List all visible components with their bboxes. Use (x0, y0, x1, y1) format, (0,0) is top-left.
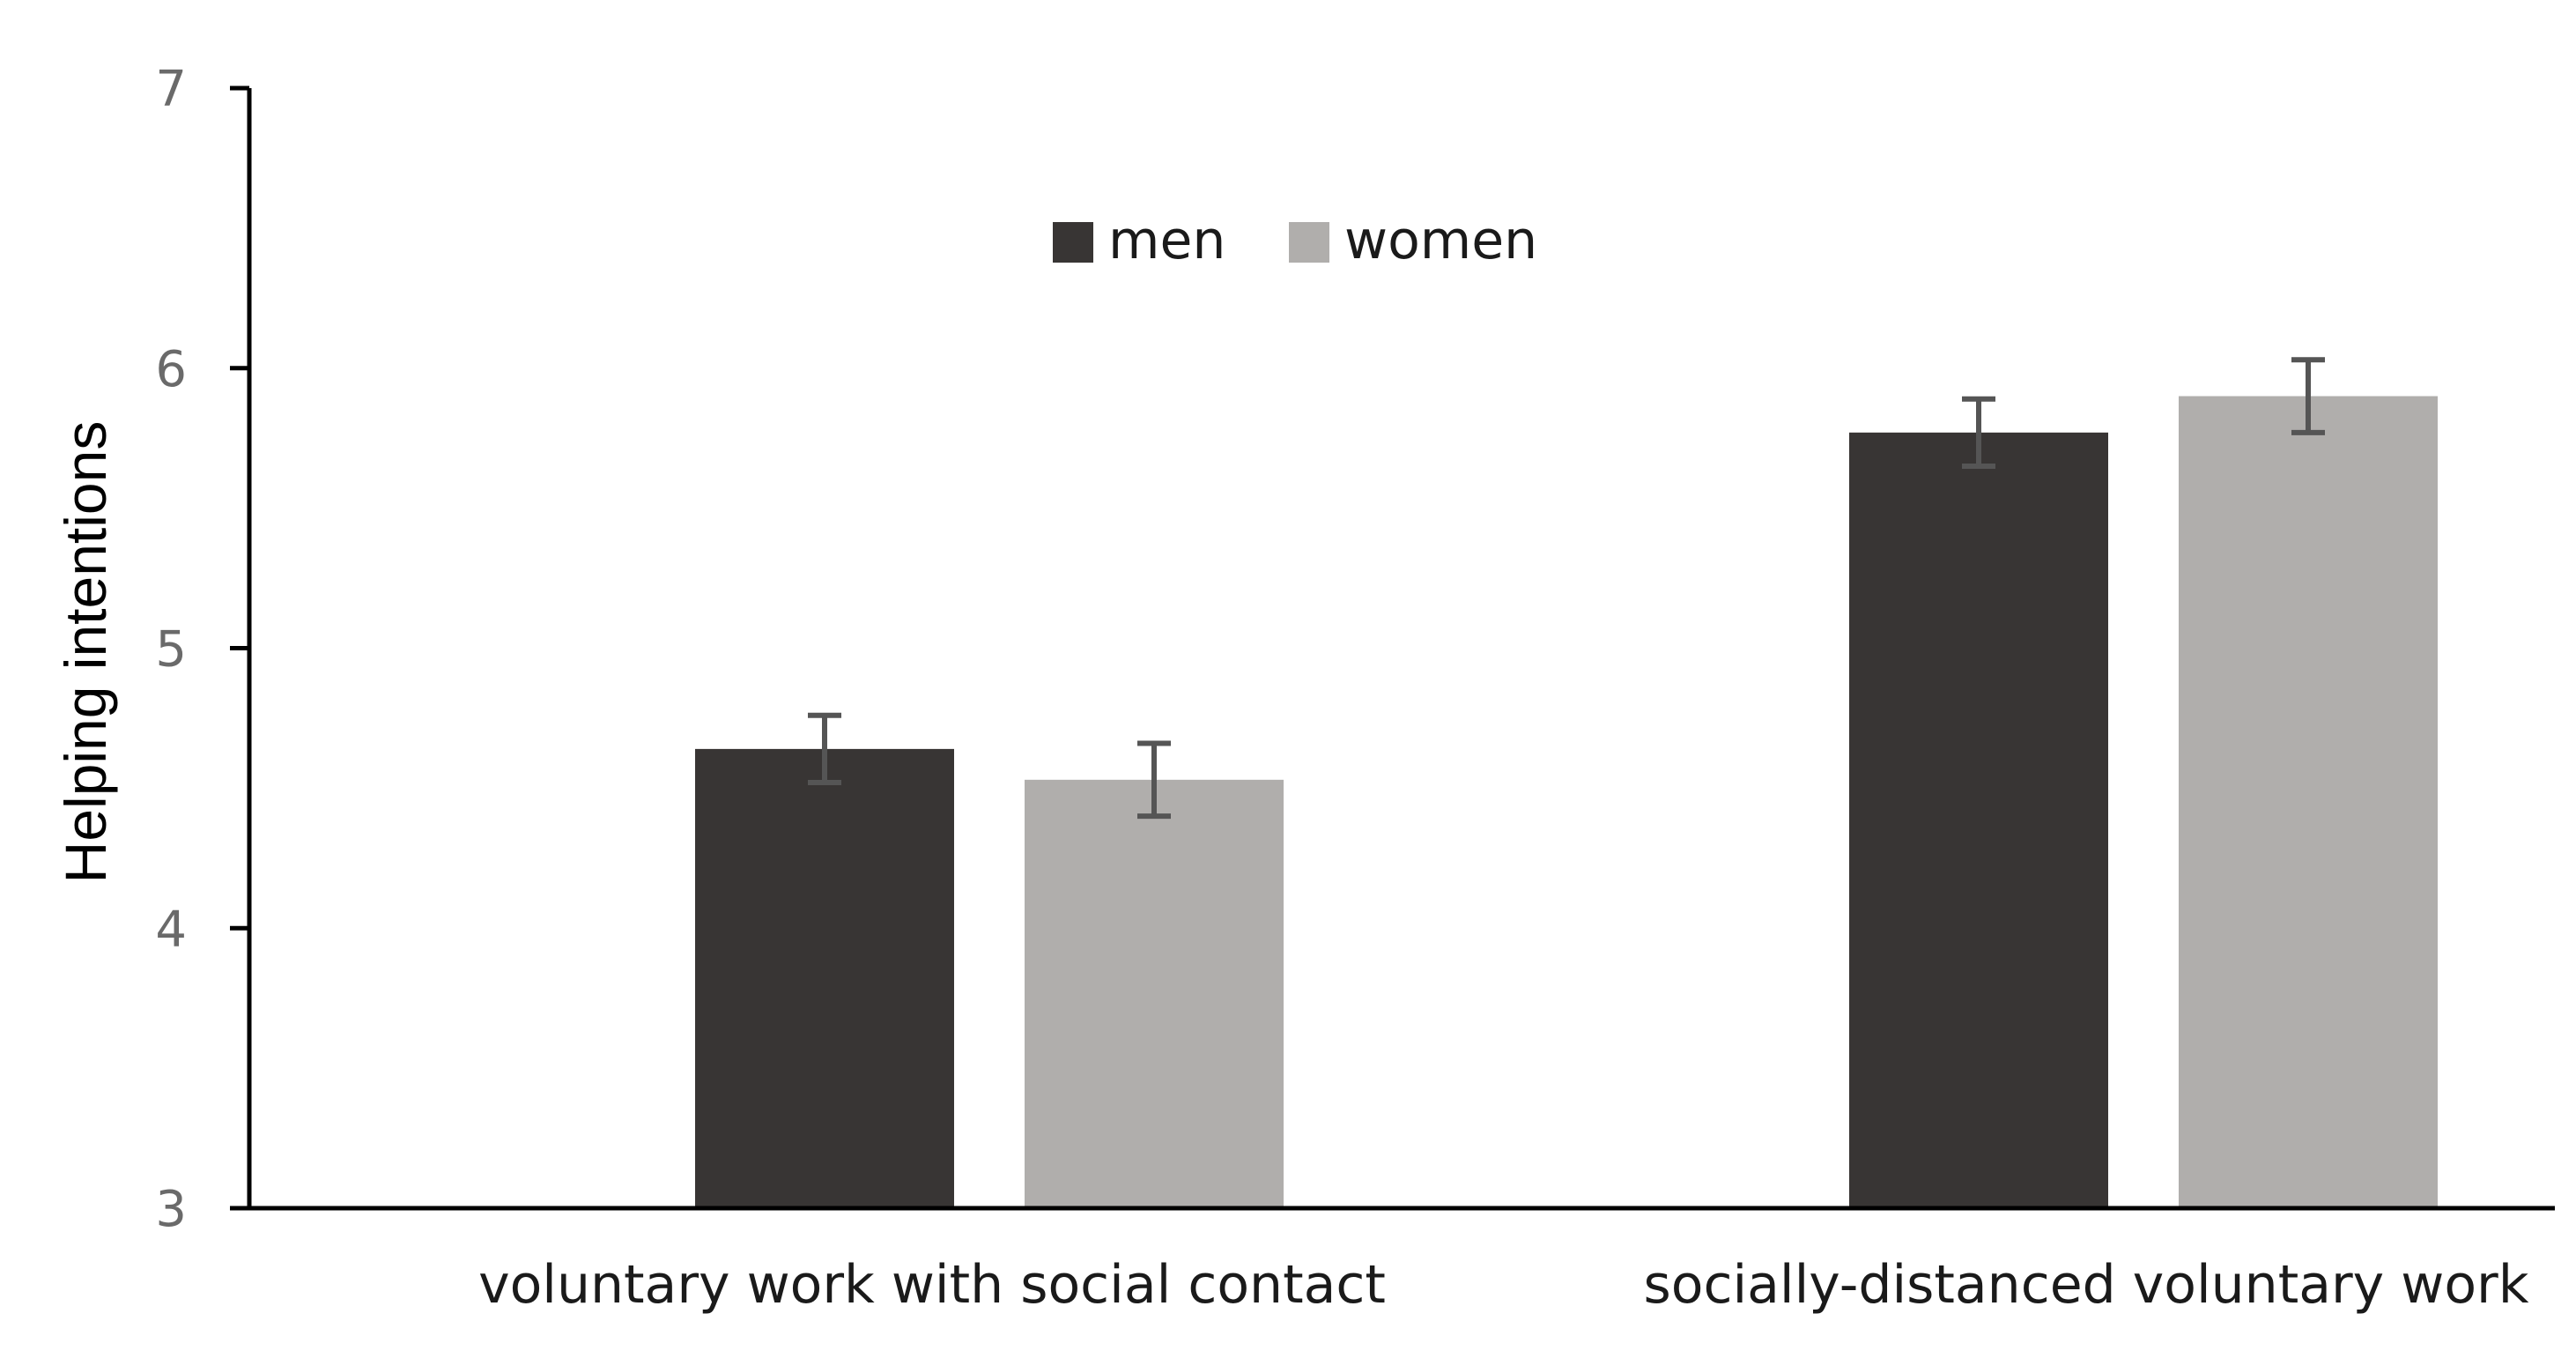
error-bar-women-1 (1137, 740, 1171, 820)
bar-men-1 (695, 748, 954, 1208)
legend-swatch-men (1053, 222, 1093, 263)
y-tick-label: 5 (155, 621, 187, 679)
legend-label-women: women (1344, 210, 1537, 271)
y-tick-label: 4 (155, 901, 187, 958)
legend-label-men: men (1108, 210, 1225, 271)
legend-swatch-women (1289, 222, 1329, 263)
y-axis-title: Helping intentions (53, 421, 118, 884)
x-category-label: voluntary work with social contact (478, 1254, 1386, 1316)
error-bar-women-2 (2291, 357, 2325, 435)
y-tick-label: 6 (155, 341, 187, 398)
bar-women-1 (1025, 779, 1284, 1208)
legend: men women (1053, 210, 1537, 271)
error-bar-men-1 (808, 712, 841, 786)
error-bar-men-2 (1962, 396, 1995, 469)
bar-women-2 (2179, 396, 2438, 1208)
bar-men-2 (1849, 432, 2108, 1208)
x-category-label: socially-distanced voluntary work (1644, 1254, 2529, 1316)
y-tick-label: 3 (155, 1181, 187, 1238)
y-tick-label: 7 (155, 61, 187, 118)
